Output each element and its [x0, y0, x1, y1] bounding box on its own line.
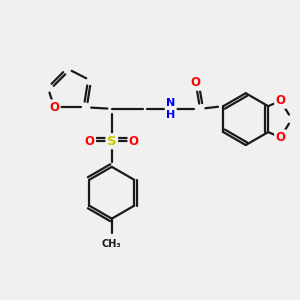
Text: O: O [191, 76, 201, 89]
Text: S: S [107, 135, 117, 148]
Text: N
H: N H [166, 98, 175, 120]
Text: O: O [275, 131, 286, 144]
Text: O: O [275, 94, 286, 107]
Text: O: O [129, 135, 139, 148]
Text: O: O [49, 101, 59, 114]
Text: CH₃: CH₃ [102, 239, 122, 249]
Text: O: O [85, 135, 95, 148]
